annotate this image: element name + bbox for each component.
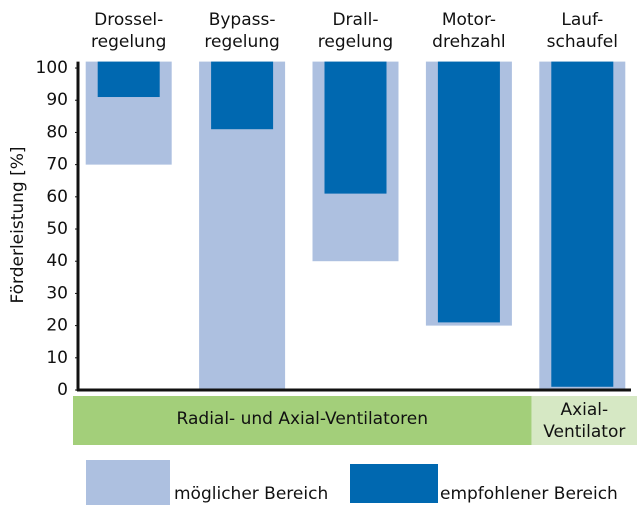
y-tick-label: 80 xyxy=(46,122,68,142)
range-bar xyxy=(437,61,500,323)
y-tick-label: 90 xyxy=(46,90,68,110)
category-label: Bypass-regelung xyxy=(204,10,279,52)
group-label: Axial-Ventilator xyxy=(543,400,625,442)
legend-label: empfohlener Bereich xyxy=(440,484,618,504)
category-label: Drall-regelung xyxy=(318,10,393,52)
group-band xyxy=(73,396,532,445)
group-band xyxy=(531,396,637,445)
y-tick-label: 70 xyxy=(46,155,68,175)
legend-swatch xyxy=(350,464,438,503)
y-tick-label: 40 xyxy=(46,251,68,271)
y-tick-label: 50 xyxy=(46,219,68,239)
y-tick-label: 60 xyxy=(46,187,68,207)
range-bar xyxy=(97,61,160,98)
y-tick-label: 10 xyxy=(46,348,68,368)
y-axis-label: Förderleistung [%] xyxy=(8,146,28,303)
category-label: Drossel-regelung xyxy=(91,10,166,52)
range-bar xyxy=(324,61,387,194)
y-tick-label: 30 xyxy=(46,283,68,303)
range-bar xyxy=(211,61,274,130)
category-label: Motor-drehzahl xyxy=(432,10,505,52)
y-tick-label: 0 xyxy=(57,380,68,400)
y-tick-label: 100 xyxy=(36,58,68,78)
group-label: Radial- und Axial-Ventilatoren xyxy=(177,409,428,429)
y-tick-label: 20 xyxy=(46,316,68,336)
legend-swatch xyxy=(86,460,170,505)
legend-label: möglicher Bereich xyxy=(174,484,328,504)
range-bar xyxy=(551,61,614,387)
category-label: Lauf-schaufel xyxy=(547,10,618,52)
